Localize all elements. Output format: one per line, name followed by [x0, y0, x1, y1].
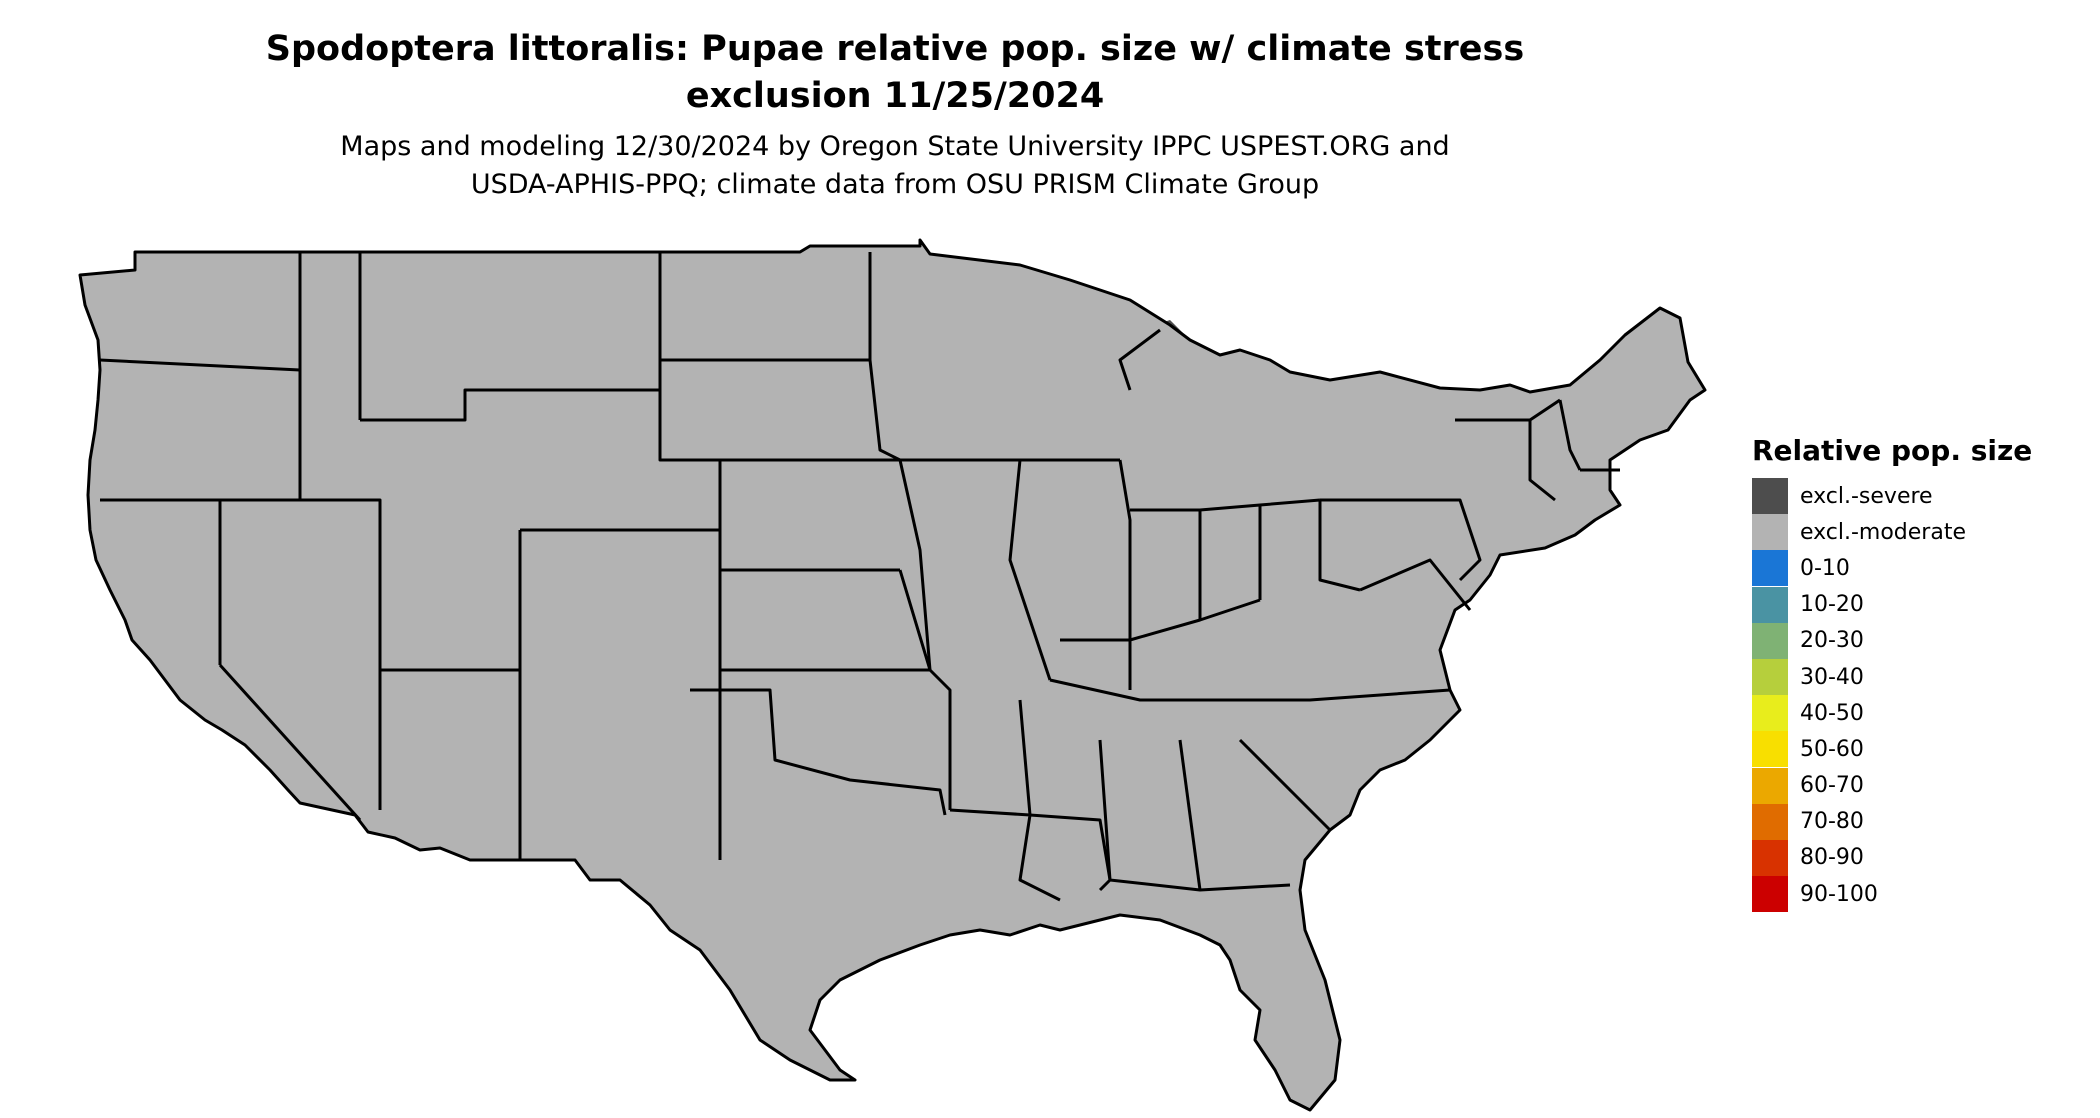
legend-item-30-40: 30-40 [1752, 659, 2092, 696]
legend-item-40-50: 40-50 [1752, 695, 2092, 732]
legend-swatch [1752, 731, 1788, 768]
legend-swatch [1752, 550, 1788, 587]
map-title-line-2: exclusion 11/25/2024 [685, 76, 1105, 116]
legend-label: 50-60 [1800, 736, 1864, 762]
legend-label: 30-40 [1800, 664, 1864, 690]
legend-label: 40-50 [1800, 700, 1864, 726]
legend-label: 10-20 [1800, 592, 1864, 618]
legend-label: excl.-moderate [1800, 519, 1966, 545]
map-title: Spodoptera littoralis: Pupae relative po… [0, 26, 1790, 120]
legend-label: 60-70 [1800, 773, 1864, 799]
legend-item-20-30: 20-30 [1752, 622, 2092, 659]
state-borders [78, 238, 1707, 1112]
legend-item-excl-moderate: excl.-moderate [1752, 514, 2092, 551]
legend-title: Relative pop. size [1752, 434, 2033, 467]
legend-label: 80-90 [1800, 845, 1864, 871]
legend-swatch [1752, 803, 1788, 840]
legend-label: 20-30 [1800, 628, 1864, 654]
legend-swatch [1752, 659, 1788, 696]
map-subtitle-line-2: USDA-APHIS-PPQ; climate data from OSU PR… [470, 169, 1320, 200]
legend-swatch [1752, 478, 1788, 515]
map-subtitle: Maps and modeling 12/30/2024 by Oregon S… [0, 128, 1790, 204]
legend-label: 0-10 [1800, 555, 1850, 581]
legend-swatch [1752, 514, 1788, 551]
legend-swatch [1752, 839, 1788, 876]
legend-item-0-10: 0-10 [1752, 550, 2092, 587]
legend-swatch [1752, 767, 1788, 804]
legend-item-80-90: 80-90 [1752, 839, 2092, 876]
legend-swatch [1752, 586, 1788, 623]
legend-item-10-20: 10-20 [1752, 586, 2092, 623]
legend-label: 90-100 [1800, 881, 1878, 907]
legend-swatch [1752, 695, 1788, 732]
legend-item-90-100: 90-100 [1752, 876, 2092, 913]
map-title-line-1: Spodoptera littoralis: Pupae relative po… [265, 29, 1525, 69]
legend-items: excl.-severe excl.-moderate 0-10 10-20 2… [1752, 478, 2092, 913]
legend-item-excl-severe: excl.-severe [1752, 478, 2092, 515]
legend-label: 70-80 [1800, 809, 1864, 835]
us-map [78, 238, 1707, 1112]
legend-swatch [1752, 622, 1788, 659]
legend-swatch [1752, 876, 1788, 913]
legend: Relative pop. size excl.-severe excl.-mo… [1752, 434, 2092, 913]
legend-item-50-60: 50-60 [1752, 731, 2092, 768]
map-subtitle-line-1: Maps and modeling 12/30/2024 by Oregon S… [340, 131, 1450, 162]
legend-item-60-70: 60-70 [1752, 767, 2092, 804]
legend-label: excl.-severe [1800, 483, 1933, 509]
legend-item-70-80: 70-80 [1752, 803, 2092, 840]
